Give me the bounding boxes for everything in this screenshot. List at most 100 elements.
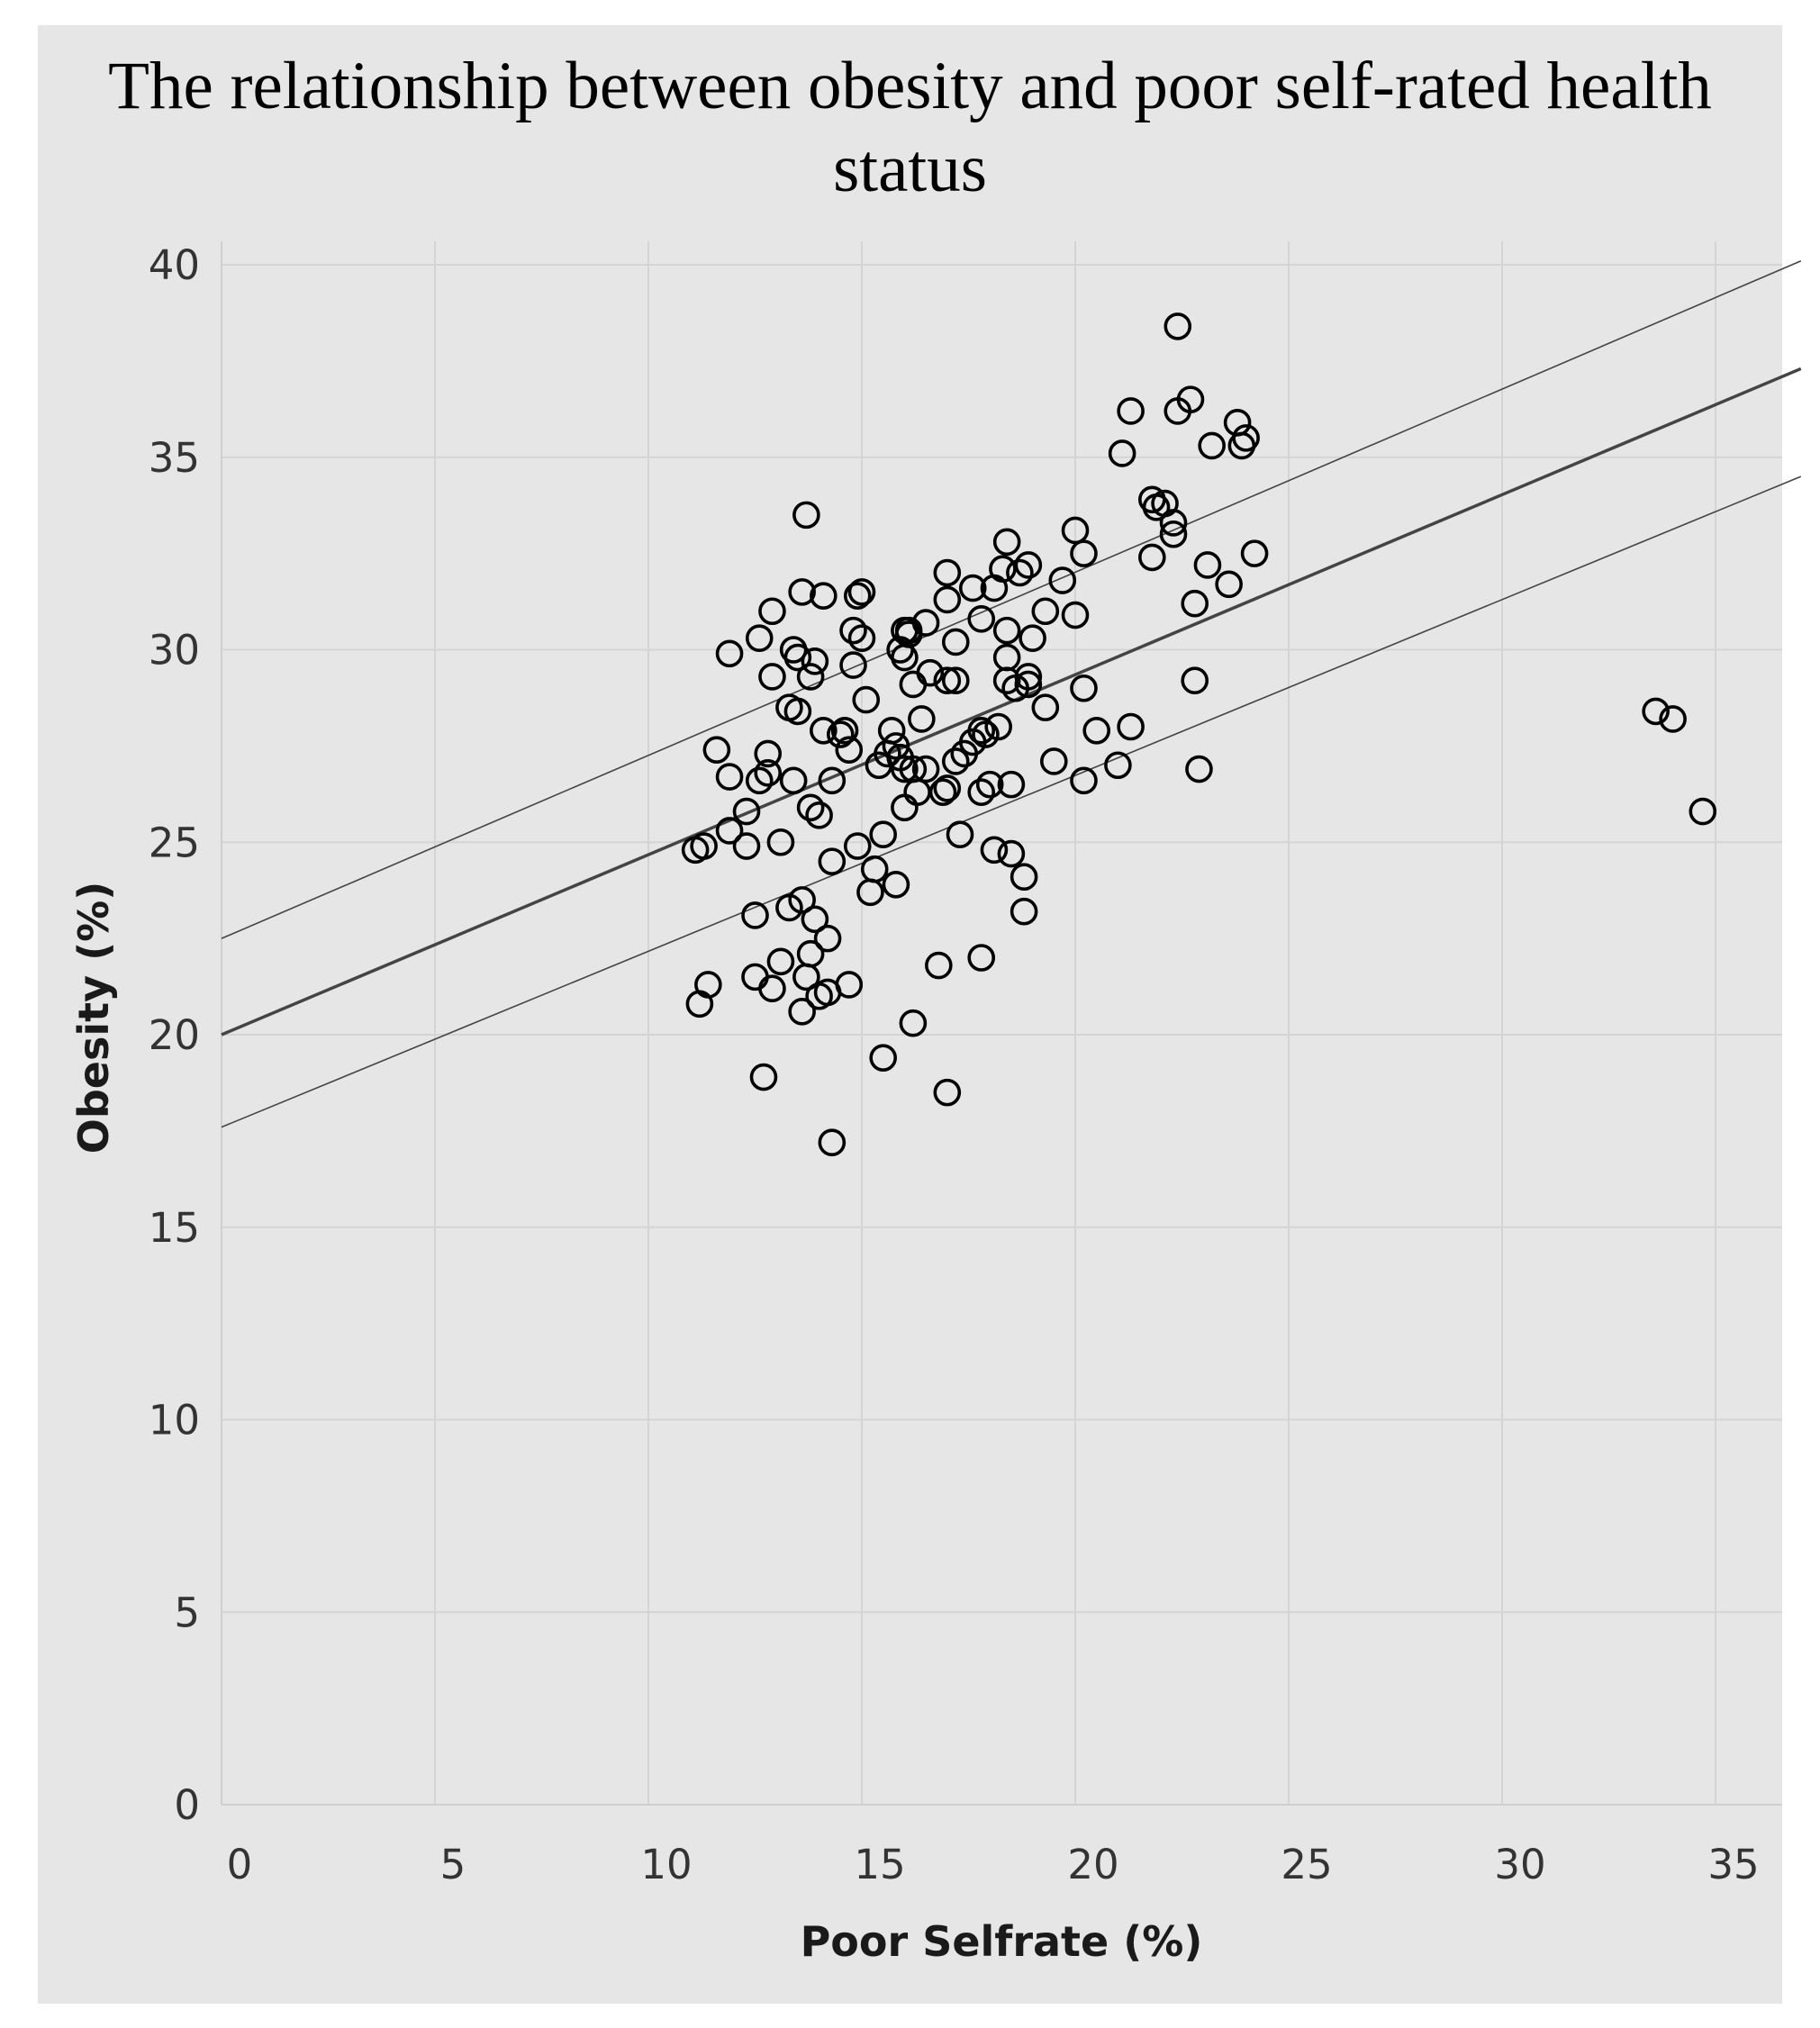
data-point — [843, 582, 872, 610]
data-point — [933, 1078, 962, 1107]
data-point — [766, 828, 795, 856]
y-axis-title: Obesity (%) — [69, 882, 118, 1154]
data-point — [967, 604, 996, 633]
data-point — [1185, 755, 1213, 783]
data-point — [732, 797, 761, 826]
data-point — [1070, 766, 1098, 795]
data-point — [1215, 570, 1243, 599]
data-point — [933, 774, 962, 802]
data-point — [796, 939, 825, 968]
data-point — [758, 597, 786, 626]
data-point — [1181, 589, 1209, 618]
data-point — [891, 755, 919, 783]
x-tick-label: 15 — [854, 1841, 905, 1888]
data-point — [1240, 539, 1269, 567]
data-point — [826, 720, 855, 748]
data-point — [745, 624, 774, 652]
data-point — [1108, 439, 1136, 467]
data-point — [1181, 666, 1209, 695]
data-point — [792, 501, 820, 530]
data-point — [1232, 424, 1260, 452]
data-point — [925, 951, 953, 980]
data-point — [843, 832, 872, 860]
data-point — [1010, 863, 1038, 892]
x-tick-label: 10 — [640, 1841, 692, 1888]
x-tick-label: 25 — [1281, 1841, 1332, 1888]
data-point — [1198, 431, 1226, 460]
data-point — [839, 651, 867, 679]
data-point — [852, 685, 881, 714]
data-point — [690, 832, 718, 860]
y-axis-ticks: 0 5 10 15 20 25 30 35 40 — [149, 241, 200, 1829]
data-point — [989, 555, 1017, 584]
data-point — [933, 666, 962, 695]
data-point — [745, 766, 774, 795]
data-point — [1010, 897, 1038, 926]
data-point — [839, 616, 867, 645]
data-point — [796, 793, 825, 822]
data-point — [1164, 312, 1192, 340]
chart-panel — [38, 25, 1782, 2004]
y-tick-label: 25 — [149, 819, 200, 866]
x-tick-label: 0 — [227, 1841, 253, 1888]
data-point — [941, 666, 970, 695]
chart-title: The relationship between obesity and poo… — [108, 49, 1712, 206]
x-tick-label: 35 — [1707, 1841, 1759, 1888]
x-axis-title: Poor Selfrate (%) — [801, 1917, 1203, 1966]
data-point — [992, 616, 1021, 645]
data-point — [911, 755, 940, 783]
data-point — [980, 836, 1009, 865]
data-point — [1070, 539, 1098, 567]
y-tick-label: 0 — [174, 1781, 200, 1829]
data-point — [835, 971, 864, 999]
y-tick-label: 5 — [174, 1589, 200, 1636]
data-point — [783, 643, 812, 672]
data-point — [805, 801, 833, 829]
data-point — [908, 705, 936, 733]
data-point — [1014, 551, 1043, 579]
data-point — [801, 905, 829, 934]
data-point — [903, 778, 931, 806]
data-point — [715, 639, 744, 668]
data-point — [779, 766, 808, 795]
data-point — [1659, 705, 1687, 733]
data-point — [877, 716, 906, 745]
data-point — [694, 971, 722, 999]
data-point — [1082, 716, 1110, 745]
data-point — [715, 763, 744, 791]
data-point — [1061, 516, 1090, 545]
data-point — [1104, 751, 1132, 780]
data-point — [869, 1044, 898, 1072]
data-point — [830, 716, 859, 745]
y-tick-label: 10 — [149, 1397, 200, 1444]
data-point — [1040, 747, 1068, 775]
data-point — [783, 697, 812, 726]
data-point — [741, 901, 769, 929]
data-point — [788, 998, 816, 1026]
y-tick-label: 20 — [149, 1011, 200, 1059]
data-point — [1014, 663, 1043, 691]
data-point — [916, 658, 945, 687]
data-points — [681, 312, 1717, 1156]
data-point — [946, 820, 974, 849]
data-point — [818, 1128, 847, 1156]
data-point — [941, 747, 970, 775]
data-point — [741, 963, 769, 991]
data-point — [1019, 624, 1046, 652]
data-point — [818, 847, 847, 875]
data-point — [810, 582, 838, 610]
data-point — [754, 758, 783, 787]
data-point — [1176, 385, 1205, 413]
data-point — [1159, 509, 1188, 537]
data-point — [1689, 797, 1717, 826]
regression-lines — [221, 259, 1802, 1128]
data-point — [992, 666, 1021, 695]
data-point — [882, 732, 910, 760]
data-point — [967, 778, 996, 806]
data-point — [813, 924, 842, 953]
data-point — [818, 766, 847, 795]
data-point — [1642, 697, 1670, 726]
data-point — [967, 716, 996, 745]
data-point — [992, 528, 1021, 557]
